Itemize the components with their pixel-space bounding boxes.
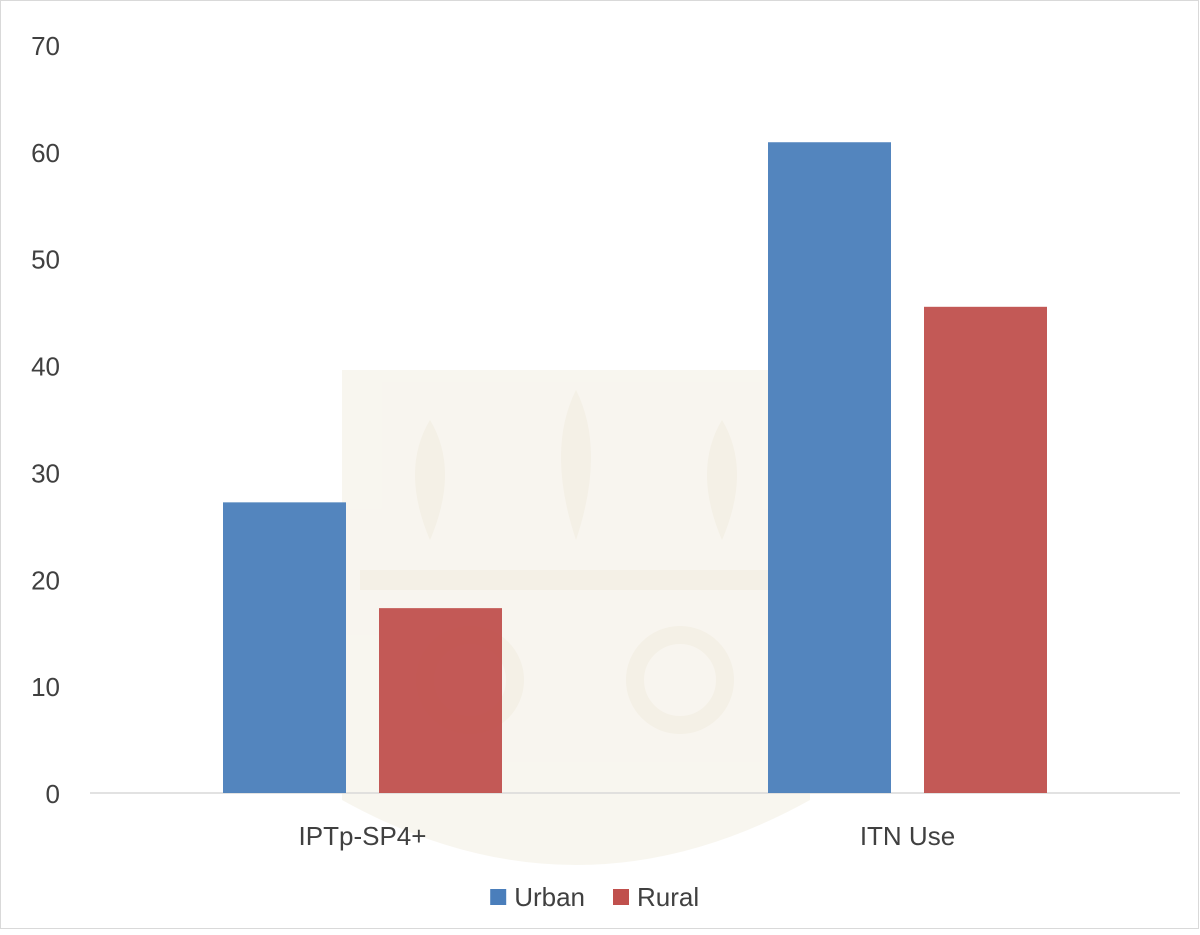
y-axis: 0 10 20 30 40 50 60 70 [31, 31, 60, 809]
x-tick-label: IPTp-SP4+ [299, 821, 427, 851]
y-tick-label: 50 [31, 245, 60, 275]
y-tick-label: 10 [31, 672, 60, 702]
legend-swatch-urban [490, 889, 507, 905]
x-axis-labels: IPTp-SP4+ ITN Use [299, 821, 956, 851]
y-tick-label: 30 [31, 458, 60, 488]
bar-rural-2 [924, 306, 1047, 793]
bar-rural-1 [379, 608, 502, 793]
legend-label-urban: Urban [514, 882, 585, 912]
bar-urban-2 [768, 142, 891, 794]
legend-label-rural: Rural [637, 882, 699, 912]
y-tick-label: 70 [31, 31, 60, 61]
legend: Urban Rural [490, 882, 699, 912]
legend-swatch-rural [613, 889, 629, 905]
y-tick-label: 20 [31, 565, 60, 595]
y-tick-label: 40 [31, 352, 60, 382]
bar-urban-1 [223, 502, 346, 793]
x-tick-label: ITN Use [860, 821, 955, 851]
y-tick-label: 0 [46, 779, 60, 809]
bars-group [223, 142, 1047, 794]
y-tick-label: 60 [31, 138, 60, 168]
